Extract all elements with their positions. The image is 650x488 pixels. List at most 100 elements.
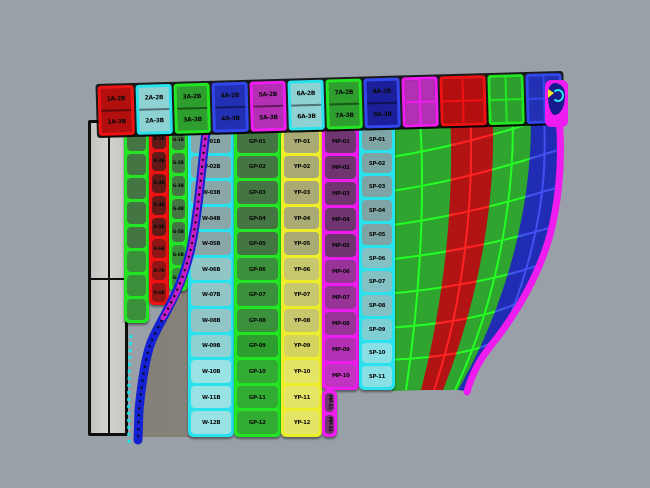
surface-panel[interactable] bbox=[127, 202, 146, 224]
surface-panel[interactable]: R-4B bbox=[152, 195, 166, 215]
surface-panel[interactable]: YP-05 bbox=[284, 232, 319, 255]
surface-panel[interactable]: G-4B bbox=[172, 199, 185, 219]
surface-panel[interactable]: GP-09 bbox=[237, 334, 278, 358]
header-panel[interactable]: 5A-2B 5A-3B bbox=[249, 80, 287, 132]
surface-panel[interactable]: SP-02 bbox=[362, 152, 392, 174]
surface-panel[interactable]: YP-08 bbox=[284, 309, 319, 332]
surface-panel[interactable]: SP-07 bbox=[362, 271, 392, 293]
surface-panel[interactable]: W-12B bbox=[191, 411, 231, 434]
surface-panel[interactable] bbox=[127, 298, 146, 320]
surface-panel[interactable]: R-6B bbox=[152, 239, 166, 259]
surface-panel[interactable]: SP-04 bbox=[362, 200, 392, 221]
surface-panel[interactable]: YP-11 bbox=[284, 385, 319, 409]
surface-panel[interactable]: GP-02 bbox=[237, 155, 278, 179]
surface-panel[interactable]: MP-05 bbox=[325, 234, 356, 257]
header-panel-label-bottom: 7A-3B bbox=[329, 102, 360, 127]
surface-panel[interactable]: W-05B bbox=[191, 232, 231, 255]
header-panel-label-bottom: 4A-3B bbox=[215, 105, 246, 130]
surface-panel[interactable] bbox=[127, 274, 146, 296]
surface-panel[interactable]: SP-01 bbox=[362, 129, 392, 150]
surface-panel[interactable] bbox=[127, 178, 146, 200]
header-panel[interactable]: 3A-2B 3A-3B bbox=[173, 82, 211, 134]
surface-panel[interactable]: MP-06 bbox=[325, 260, 356, 283]
header-panel[interactable] bbox=[401, 76, 439, 128]
surface-panel[interactable]: SP-08 bbox=[362, 295, 392, 316]
surface-panel[interactable]: R-3B bbox=[152, 173, 166, 193]
panel-column-yellow: YP-01 YP-02 YP-03 YP-04 YP-05 YP-06 YP-07 YP-08… bbox=[281, 127, 322, 437]
header-panel-label-bottom: 5A-3B bbox=[253, 104, 284, 129]
surface-strip-blue[interactable] bbox=[458, 86, 560, 391]
surface-strip-green-right[interactable] bbox=[443, 94, 537, 390]
surface-panel[interactable]: G-3B bbox=[172, 176, 185, 196]
surface-panel[interactable]: SP-10 bbox=[362, 342, 392, 364]
surface-panel[interactable]: MP-08 bbox=[325, 312, 356, 335]
surface-panel[interactable]: MP-02 bbox=[325, 156, 356, 179]
header-panel[interactable] bbox=[439, 75, 487, 127]
surface-panel[interactable]: SP-09 bbox=[362, 318, 392, 340]
header-panel[interactable]: 2A-2B 2A-3B bbox=[135, 83, 173, 135]
header-panel[interactable]: 6A-2B 6A-3B bbox=[287, 79, 325, 131]
surface-panel[interactable]: MP-12 bbox=[325, 415, 334, 434]
surface-panel[interactable]: YP-02 bbox=[284, 155, 319, 179]
surface-panel[interactable]: YP-04 bbox=[284, 206, 319, 230]
surface-panel[interactable]: MP-04 bbox=[325, 208, 356, 231]
surface-panel[interactable] bbox=[127, 250, 146, 272]
surface-panel[interactable]: R-5B bbox=[152, 217, 166, 237]
header-panel[interactable]: 7A-2B 7A-3B bbox=[325, 78, 363, 130]
surface-panel[interactable]: G-6B bbox=[172, 245, 185, 265]
surface-panel[interactable] bbox=[127, 154, 146, 176]
surface-panel[interactable]: MP-01 bbox=[325, 130, 356, 153]
surface-panel[interactable]: GP-08 bbox=[237, 309, 278, 332]
header-panel[interactable]: 4A-2B 4A-3B bbox=[211, 81, 249, 133]
surface-panel[interactable]: MP-10 bbox=[325, 364, 356, 387]
header-panel[interactable]: 1A-2B 1A-3B bbox=[97, 84, 135, 136]
flat-plank[interactable] bbox=[88, 120, 128, 436]
header-panel[interactable]: 8A-2B 8A-3B bbox=[363, 77, 401, 129]
surface-panel[interactable]: SP-03 bbox=[362, 176, 392, 198]
tube-blue-path[interactable] bbox=[133, 119, 212, 445]
surface-panel[interactable]: MP-07 bbox=[325, 286, 356, 309]
surface-panel[interactable]: W-09B bbox=[191, 334, 231, 358]
surface-panel[interactable]: GP-06 bbox=[237, 257, 278, 281]
surface-panel[interactable]: G-5B bbox=[172, 222, 185, 242]
surface-panel[interactable]: YP-12 bbox=[284, 411, 319, 434]
surface-panel[interactable]: MP-03 bbox=[325, 182, 356, 205]
panel-column-magenta: MP-01 MP-02 MP-03 MP-04 MP-05 MP-06 MP-07 MP-08… bbox=[322, 127, 359, 390]
surface-panel[interactable]: YP-10 bbox=[284, 360, 319, 383]
grid-lines-green-right bbox=[443, 98, 537, 390]
surface-panel[interactable]: SP-05 bbox=[362, 223, 392, 245]
surface-panel[interactable]: YP-03 bbox=[284, 181, 319, 204]
surface-panel[interactable]: W-07B bbox=[191, 283, 231, 307]
surface-panel[interactable]: MP-09 bbox=[325, 338, 356, 361]
surface-panel[interactable]: W-08B bbox=[191, 309, 231, 332]
surface-panel[interactable]: SP-06 bbox=[362, 247, 392, 269]
surface-panel[interactable]: GP-03 bbox=[237, 181, 278, 204]
surface-panel[interactable]: MP-11 bbox=[325, 393, 334, 412]
surface-panel[interactable]: YP-06 bbox=[284, 257, 319, 281]
surface-panel[interactable]: GP-10 bbox=[237, 360, 278, 383]
surface-panel[interactable]: GP-01 bbox=[237, 130, 278, 153]
surface-edge-magenta bbox=[463, 81, 564, 396]
panel-column-cyan-right: SP-01 SP-02 SP-03 SP-04 SP-05 SP-06 SP-07 SP-08… bbox=[359, 126, 395, 390]
surface-panel[interactable]: G-2B bbox=[172, 153, 185, 173]
surface-panel[interactable]: YP-07 bbox=[284, 283, 319, 307]
surface-panel[interactable]: GP-05 bbox=[237, 232, 278, 255]
surface-panel[interactable]: YP-01 bbox=[284, 130, 319, 153]
surface-panel[interactable]: R-8B bbox=[152, 283, 166, 302]
surface-panel[interactable] bbox=[127, 226, 146, 248]
surface-panel[interactable]: W-11B bbox=[191, 385, 231, 409]
surface-panel[interactable]: GP-07 bbox=[237, 283, 278, 307]
surface-panel[interactable]: GP-12 bbox=[237, 411, 278, 434]
surface-panel[interactable]: SP-11 bbox=[362, 366, 392, 388]
edge-cap-glyph[interactable] bbox=[545, 80, 568, 127]
grid-lines-green-left bbox=[392, 113, 457, 391]
surface-panel[interactable]: GP-11 bbox=[237, 385, 278, 409]
surface-panel[interactable]: R-7B bbox=[152, 261, 166, 281]
header-panel[interactable] bbox=[487, 74, 525, 126]
surface-panel[interactable]: R-2B bbox=[152, 151, 166, 171]
surface-panel[interactable]: YP-09 bbox=[284, 334, 319, 358]
surface-panel[interactable]: W-10B bbox=[191, 360, 231, 383]
surface-panel[interactable]: W-06B bbox=[191, 257, 231, 281]
surface-panel[interactable]: GP-04 bbox=[237, 206, 278, 230]
